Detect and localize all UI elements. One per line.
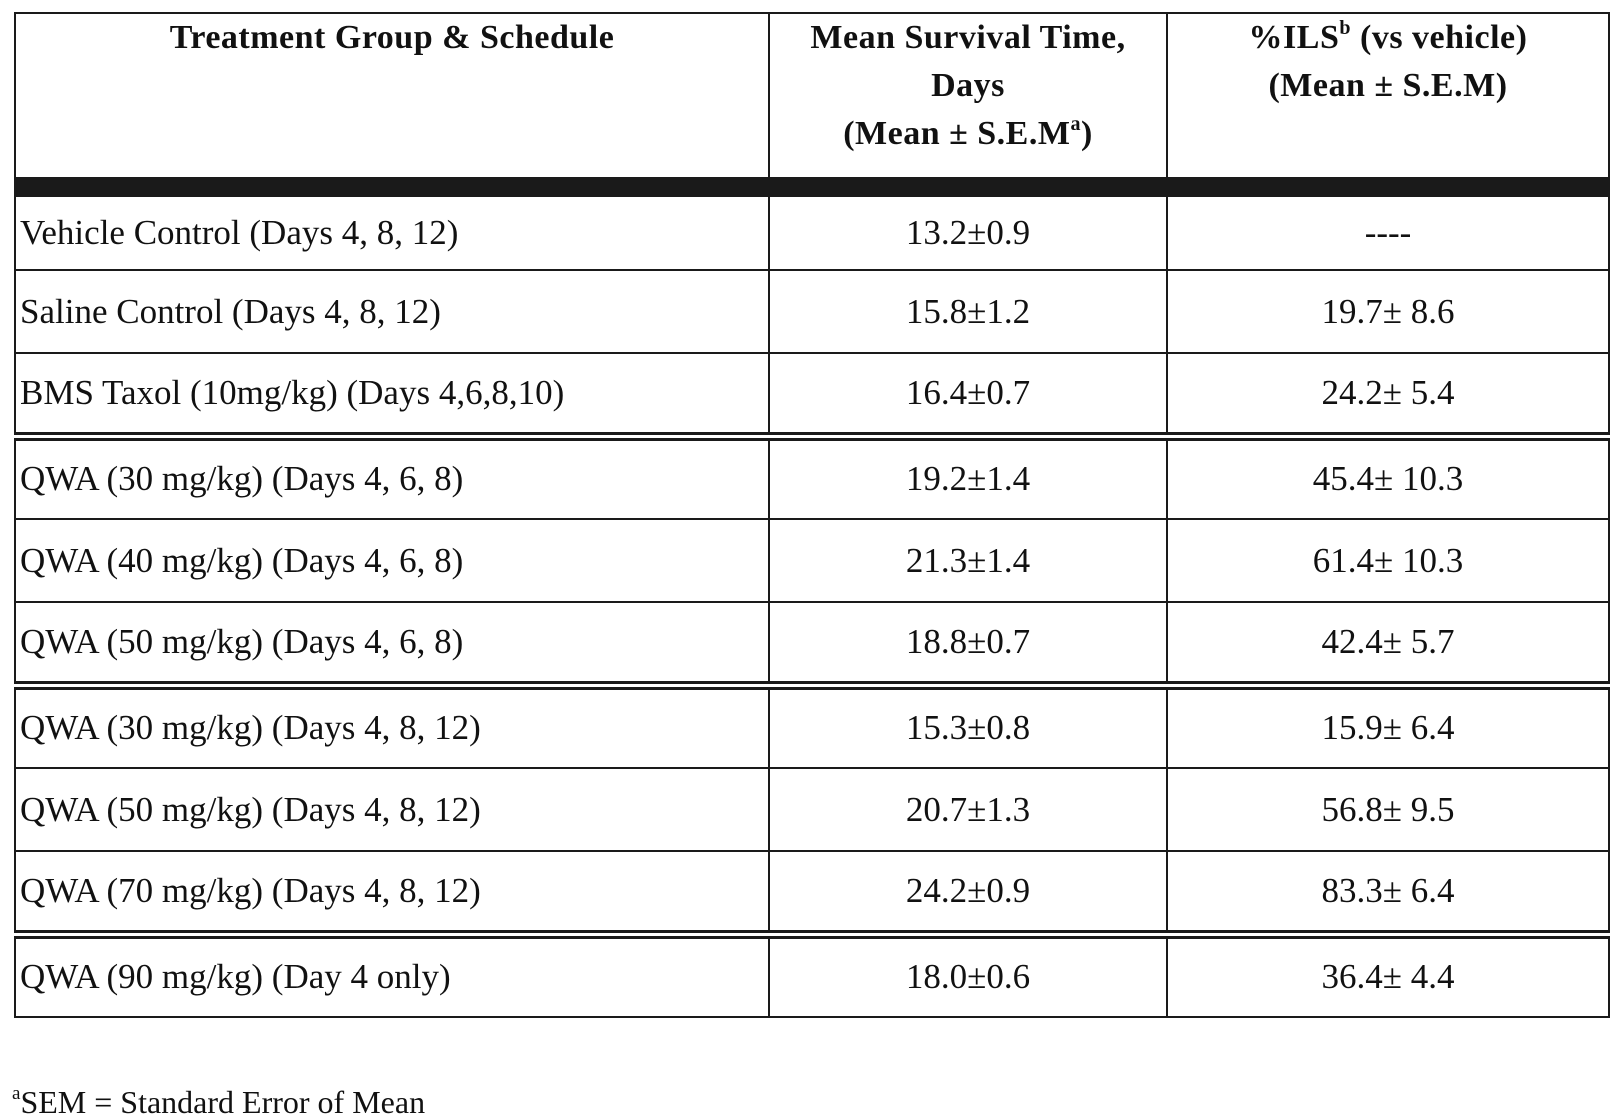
header-mean-survival-line3-pre: (Mean ± S.E.M [843, 115, 1071, 152]
footnote-marker-a: a [1070, 113, 1081, 135]
mean-survival-cell: 13.2±0.9 [768, 177, 1168, 271]
mean-survival-cell: 18.8±0.7 [768, 601, 1168, 686]
header-treatment-label: Treatment Group & Schedule [169, 19, 615, 56]
header-treatment: Treatment Group & Schedule [14, 12, 770, 188]
header-mean-survival-line1: Mean Survival Time, [810, 19, 1126, 56]
ils-cell: 42.4± 5.7 [1166, 601, 1610, 686]
table-header: Treatment Group & Schedule Mean Survival… [14, 12, 1610, 188]
treatment-cell: Saline Control (Days 4, 8, 12) [14, 269, 770, 354]
mean-survival-cell: 18.0±0.6 [768, 929, 1168, 1018]
treatment-cell: BMS Taxol (10mg/kg) (Days 4,6,8,10) [14, 352, 770, 437]
header-mean-survival: Mean Survival Time, Days (Mean ± S.E.Ma) [768, 12, 1168, 188]
treatment-cell: QWA (40 mg/kg) (Days 4, 6, 8) [14, 518, 770, 603]
treatment-cell: QWA (50 mg/kg) (Days 4, 6, 8) [14, 601, 770, 686]
ils-cell: 36.4± 4.4 [1166, 929, 1610, 1018]
mean-survival-cell: 20.7±1.3 [768, 767, 1168, 852]
treatment-cell: QWA (90 mg/kg) (Day 4 only) [14, 929, 770, 1018]
header-ils-line1-pre: %ILS [1248, 19, 1340, 56]
mean-survival-cell: 21.3±1.4 [768, 518, 1168, 603]
footnote-marker-b: b [1339, 17, 1351, 39]
header-row: Treatment Group & Schedule Mean Survival… [14, 12, 1610, 188]
table-row: QWA (50 mg/kg) (Days 4, 6, 8) 18.8±0.7 4… [14, 601, 1610, 686]
table-row: QWA (90 mg/kg) (Day 4 only) 18.0±0.6 36.… [14, 929, 1610, 1018]
ils-cell: 56.8± 9.5 [1166, 767, 1610, 852]
treatment-cell: Vehicle Control (Days 4, 8, 12) [14, 177, 770, 271]
header-mean-survival-line2: Days [931, 67, 1005, 104]
header-ils-line2: (Mean ± S.E.M) [1268, 67, 1508, 104]
treatment-cell: QWA (30 mg/kg) (Days 4, 8, 12) [14, 680, 770, 769]
header-ils-line1-post: (vs vehicle) [1351, 19, 1528, 56]
table-row: QWA (30 mg/kg) (Days 4, 6, 8) 19.2±1.4 4… [14, 431, 1610, 520]
header-ils-line1: %ILSb (vs vehicle) [1168, 14, 1608, 62]
ils-cell: 45.4± 10.3 [1166, 431, 1610, 520]
ils-cell: 19.7± 8.6 [1166, 269, 1610, 354]
ils-cell: 15.9± 6.4 [1166, 680, 1610, 769]
header-mean-survival-line3: (Mean ± S.E.Ma) [770, 110, 1166, 158]
mean-survival-cell: 24.2±0.9 [768, 850, 1168, 935]
treatment-cell: QWA (70 mg/kg) (Days 4, 8, 12) [14, 850, 770, 935]
survival-table: Treatment Group & Schedule Mean Survival… [14, 12, 1610, 1018]
treatment-cell: QWA (30 mg/kg) (Days 4, 6, 8) [14, 431, 770, 520]
mean-survival-cell: 19.2±1.4 [768, 431, 1168, 520]
footnote-text: SEM = Standard Error of Mean [20, 1084, 426, 1120]
ils-cell: ---- [1166, 177, 1610, 271]
mean-survival-cell: 15.8±1.2 [768, 269, 1168, 354]
footnote: aSEM = Standard Error of Mean [12, 1083, 426, 1120]
table-row: Saline Control (Days 4, 8, 12) 15.8±1.2 … [14, 269, 1610, 354]
table-row: QWA (50 mg/kg) (Days 4, 8, 12) 20.7±1.3 … [14, 767, 1610, 852]
ils-cell: 24.2± 5.4 [1166, 352, 1610, 437]
footnote-marker: a [12, 1083, 21, 1104]
table-row: BMS Taxol (10mg/kg) (Days 4,6,8,10) 16.4… [14, 352, 1610, 437]
table-row: QWA (40 mg/kg) (Days 4, 6, 8) 21.3±1.4 6… [14, 518, 1610, 603]
mean-survival-cell: 15.3±0.8 [768, 680, 1168, 769]
header-ils: %ILSb (vs vehicle) (Mean ± S.E.M) [1166, 12, 1610, 188]
ils-cell: 61.4± 10.3 [1166, 518, 1610, 603]
table-row: Vehicle Control (Days 4, 8, 12) 13.2±0.9… [14, 177, 1610, 271]
table-body: Vehicle Control (Days 4, 8, 12) 13.2±0.9… [14, 177, 1610, 1018]
ils-cell: 83.3± 6.4 [1166, 850, 1610, 935]
mean-survival-cell: 16.4±0.7 [768, 352, 1168, 437]
header-mean-survival-line3-post: ) [1080, 115, 1093, 152]
table-row: QWA (70 mg/kg) (Days 4, 8, 12) 24.2±0.9 … [14, 850, 1610, 935]
treatment-cell: QWA (50 mg/kg) (Days 4, 8, 12) [14, 767, 770, 852]
table-row: QWA (30 mg/kg) (Days 4, 8, 12) 15.3±0.8 … [14, 680, 1610, 769]
